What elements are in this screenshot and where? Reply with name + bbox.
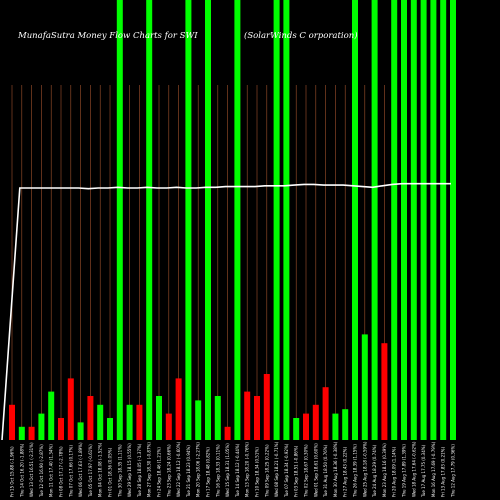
bar-13	[136, 404, 143, 440]
bar-35	[352, 0, 358, 440]
line-layer	[1, 182, 451, 441]
bar-14	[146, 0, 153, 440]
tick-layer: Fri 15 Oct 15.88 (-1.96%) Thu 14 Oct 16.2…	[10, 441, 456, 498]
bar-26	[263, 374, 270, 440]
tick-label-24: Mon 13 Sep 18.20 (-0.76%)	[245, 442, 250, 497]
tick-label-32: Tue 31 Aug 18.50 (0.76%)	[323, 444, 328, 498]
bar-30	[303, 413, 309, 440]
bar-1	[18, 426, 25, 440]
bar-45	[450, 0, 456, 440]
bar-25	[254, 396, 260, 440]
tick-label-42: Tue 17 Aug 17.75 (0.34%)	[421, 444, 426, 498]
bar-36	[361, 334, 368, 440]
tick-label-31: Wed 01 Sep 18.61 (0.60%)	[313, 443, 318, 497]
bar-28	[283, 0, 290, 440]
tick-label-34: Fri 27 Aug 18.43 (0.22%)	[343, 447, 348, 497]
tick-label-41: Wed 18 Aug 17.64 (-0.62%)	[411, 441, 416, 497]
tick-label-35: Thu 26 Aug 18.39 (1.15%)	[353, 444, 358, 498]
tick-label-13: Tue 28 Sep 18.05 (-1.37%)	[137, 443, 142, 498]
tick-label-14: Mon 27 Sep 18.30 (-0.87%)	[147, 442, 152, 497]
tick-label-4: Mon 11 Oct 17.40 (1.34%)	[49, 444, 54, 497]
bar-38	[381, 343, 388, 440]
bar-39	[391, 0, 398, 440]
tick-label-30: Thu 02 Sep 18.67 (0.30%)	[304, 444, 309, 498]
bar-23	[234, 0, 241, 440]
bar-40	[401, 0, 407, 440]
bar-20	[205, 0, 211, 440]
bar-44	[440, 0, 447, 440]
tick-label-40: Thu 19 Aug 17.89 (1.39%)	[402, 444, 407, 498]
chart-title-right: (SolarWinds C orporation)	[244, 30, 358, 41]
bar-32	[322, 387, 329, 440]
bar-2	[28, 426, 35, 440]
bar-11	[116, 0, 123, 440]
tick-label-27: Wed 08 Sep 18.21 (-0.71%)	[274, 441, 279, 497]
bar-10	[107, 418, 113, 440]
bar-33	[332, 413, 339, 440]
tick-label-8: Tue 05 Oct 17.97 (-0.61%)	[88, 444, 93, 498]
bar-6	[67, 378, 74, 440]
bar-16	[165, 413, 172, 440]
tick-label-36: Wed 25 Aug 18.18 (-0.59%)	[362, 441, 367, 497]
tick-label-28: Tue 07 Sep 18.34 (-0.92%)	[284, 443, 289, 498]
bar-8	[87, 396, 94, 440]
chart-title-left: MunafaSutra Money Flow Charts for SWI	[17, 31, 198, 41]
bar-43	[430, 0, 437, 440]
tick-label-9: Mon 04 Oct 18.08 (-1.52%)	[98, 442, 103, 497]
tick-label-33: Mon 30 Aug 18.36 (-0.38%)	[333, 441, 338, 497]
tick-label-25: Fri 10 Sep 18.34 (0.51%)	[255, 447, 260, 497]
tick-label-43: Mon 16 Aug 17.69 (-0.79%)	[431, 441, 436, 497]
bar-19	[195, 400, 202, 440]
tick-label-10: Fri 01 Oct 18.36 (0.05%)	[108, 447, 113, 497]
tick-label-37: Tue 24 Aug 18.29 (0.74%)	[372, 444, 377, 498]
tick-label-23: Tue 14 Sep 18.12 (-0.44%)	[235, 443, 240, 498]
bar-18	[185, 0, 192, 440]
bar-24	[244, 391, 251, 440]
tick-label-11: Thu 30 Sep 18.35 (1.11%)	[117, 444, 122, 498]
tick-label-22: Wed 15 Sep 18.31 (1.05%)	[225, 443, 230, 497]
bar-41	[410, 0, 417, 440]
tick-label-29: Fri 03 Sep 18.51 (-0.86%)	[294, 445, 299, 497]
tick-label-19: Mon 20 Sep 18.06 (-2.27%)	[196, 442, 201, 497]
tick-label-45: Thu 12 Aug 17.79 (0.36%)	[451, 444, 456, 498]
tick-label-21: Thu 16 Sep 18.33 (0.11%)	[215, 444, 220, 498]
bar-29	[293, 418, 300, 440]
bar-34	[342, 409, 349, 440]
bar-0	[9, 404, 15, 440]
tick-label-20: Fri 17 Sep 18.48 (0.82%)	[206, 447, 211, 497]
tick-label-2: Wed 13 Oct 16.51 (-2.31%)	[29, 442, 34, 497]
bar-7	[77, 422, 84, 440]
bar-22	[224, 426, 231, 440]
tick-label-5: Fri 08 Oct 17.17 (-2.78%)	[59, 446, 64, 497]
bar-21	[214, 396, 221, 440]
bar-3	[38, 413, 45, 440]
bar-31	[312, 404, 319, 440]
tick-label-16: Thu 23 Sep 18.24 (0.66%)	[166, 444, 171, 498]
money-flow-line	[1, 182, 451, 441]
tick-label-44: Fri 13 Aug 17.83 (0.21%)	[441, 447, 446, 497]
tick-label-1: Thu 14 Oct 16.20 (-1.88%)	[19, 443, 24, 498]
tick-label-7: Wed 06 Oct 17.63 (-1.89%)	[78, 442, 83, 497]
bar-9	[97, 404, 104, 440]
tick-label-38: Mon 23 Aug 18.16 (0.39%)	[382, 443, 387, 497]
tick-label-6: Thu 07 Oct 17.66 (0.17%)	[68, 445, 73, 498]
tick-label-39: Fri 20 Aug 18.09 (1.14%)	[392, 447, 397, 497]
bar-12	[126, 404, 133, 440]
bar-15	[156, 396, 162, 440]
tick-label-0: Fri 15 Oct 15.88 (-1.96%)	[10, 446, 15, 497]
tick-label-12: Wed 29 Sep 18.15 (0.55%)	[127, 443, 132, 497]
tick-label-17: Wed 22 Sep 18.12 (-0.60%)	[176, 441, 181, 497]
tick-label-26: Thu 09 Sep 18.25 (0.22%)	[264, 444, 269, 498]
bar-17	[175, 378, 182, 440]
bar-37	[371, 0, 378, 440]
bar-layer	[9, 0, 456, 440]
bar-27	[273, 0, 280, 440]
bar-42	[420, 0, 427, 440]
tick-label-3: Tue 12 Oct 16.90 (-2.87%)	[39, 444, 44, 498]
tick-label-18: Tue 21 Sep 18.23 (0.94%)	[186, 445, 191, 498]
bar-5	[58, 418, 64, 440]
tick-label-15: Fri 24 Sep 18.46 (1.21%)	[157, 447, 162, 497]
bar-4	[48, 391, 55, 440]
